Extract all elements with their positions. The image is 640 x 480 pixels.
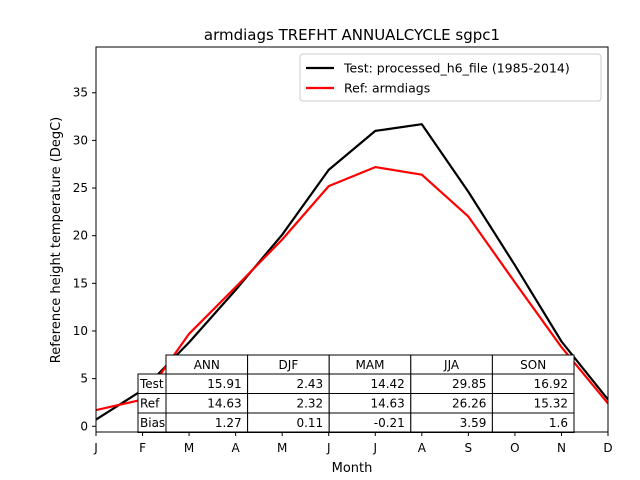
series-line-test (96, 123, 608, 421)
table-cell-value: 26.26 (452, 397, 486, 411)
series-line-ref (96, 166, 608, 412)
series-lines (96, 123, 608, 421)
axes-frame (95, 46, 609, 433)
table-cell-value: 2.32 (296, 397, 323, 411)
table-cell-value: 0.11 (296, 416, 323, 430)
table-row-label: Test (139, 377, 164, 391)
table-cell-value: 29.85 (452, 377, 486, 391)
y-tick-label: 20 (73, 229, 88, 243)
table-row-label: Bias (140, 416, 165, 430)
x-tick-label: M (184, 441, 194, 455)
x-axis-label: Month (332, 461, 373, 476)
table-cell-value: 1.27 (215, 416, 242, 430)
y-tick-label: 0 (80, 419, 88, 433)
table-column-header: DJF (279, 358, 299, 372)
x-tick-label: F (139, 441, 146, 455)
x-tick-label: D (603, 441, 612, 455)
table-cell-value: -0.21 (374, 416, 405, 430)
x-tick-label: J (326, 441, 331, 455)
table-cell-value: 1.6 (549, 416, 568, 430)
table-column-header: JJA (443, 358, 460, 372)
legend-entry-label: Ref: armdiags (344, 81, 430, 96)
y-tick-label: 25 (73, 181, 88, 195)
legend-entry-label: Test: processed_h6_file (1985-2014) (343, 61, 570, 76)
y-tick-label: 35 (73, 86, 88, 100)
table-cell-value: 15.32 (534, 397, 568, 411)
x-tick-label: A (232, 441, 241, 455)
y-tick-label: 10 (73, 324, 88, 338)
legend-box (299, 53, 602, 102)
y-tick-label: 30 (73, 133, 88, 147)
x-tick-label: N (557, 441, 566, 455)
table-cell-value: 15.91 (207, 377, 241, 391)
table-cell-value: 3.59 (460, 416, 487, 430)
x-tick-label: O (510, 441, 519, 455)
table-cell-value: 2.43 (296, 377, 323, 391)
table-column-header: MAM (356, 358, 385, 372)
chart-title: armdiags TREFHT ANNUALCYCLE sgpc1 (204, 26, 500, 44)
table-column-header: ANN (194, 358, 220, 372)
x-tick-label: A (418, 441, 427, 455)
table-cell-value: 16.92 (534, 377, 568, 391)
y-tick-label: 15 (73, 276, 88, 290)
table-column-header: SON (520, 358, 546, 372)
stats-table: ANN DJF MAM JJA SON Test 15.91 2.43 14.42 29.85 16… (137, 354, 575, 433)
table-cell-value: 14.42 (370, 377, 404, 391)
table-cell-value: 14.63 (207, 397, 241, 411)
x-tick-label: J (372, 441, 377, 455)
legend: Test: processed_h6_file (1985-2014) Ref: … (299, 53, 602, 102)
x-tick-label: M (277, 441, 287, 455)
x-tick-label: J (93, 441, 98, 455)
table-row-label: Ref (140, 397, 160, 411)
x-tick-label: S (465, 441, 473, 455)
y-axis-label: Reference height temperature (DegC) (49, 117, 64, 364)
table-cell-value: 14.63 (370, 397, 404, 411)
y-tick-label: 5 (80, 372, 88, 386)
